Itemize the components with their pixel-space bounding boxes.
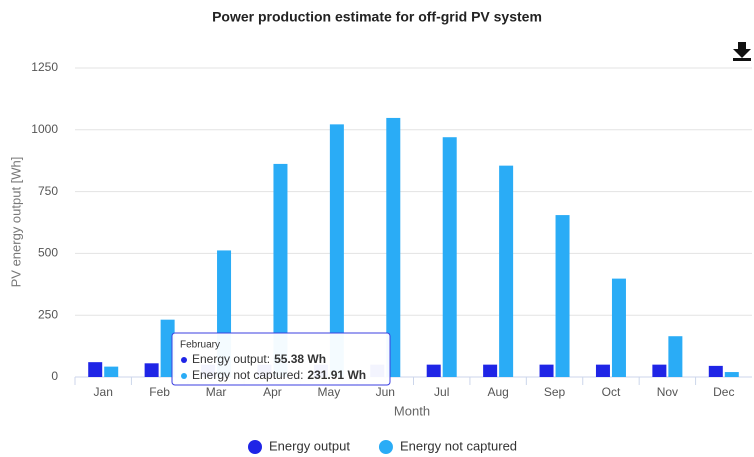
bar [595,364,610,377]
y-tick-label: 250 [38,307,58,321]
y-tick-label: 1000 [31,122,58,136]
tooltip-label: Energy output: [192,352,270,366]
legend-label: Energy output [269,438,350,453]
x-tick-label: Oct [602,385,621,399]
bar [329,124,344,377]
bar [104,366,119,377]
x-tick-label: Mar [206,385,227,399]
x-tick-label: Feb [149,385,170,399]
y-tick-label: 0 [51,369,58,383]
legend-marker [378,440,393,454]
x-tick-label: Apr [263,385,282,399]
bar [160,319,175,377]
tooltip-title: February [180,340,220,351]
tooltip-value: 231.91 Wh [307,368,366,382]
x-tick-label: Aug [487,385,508,399]
bar [708,365,723,377]
tooltip-marker [181,373,187,379]
bar [273,163,288,377]
legend-marker [248,440,262,454]
x-axis-label: Month [394,403,430,418]
bar [539,364,554,377]
x-tick-label: Dec [713,385,734,399]
tooltip-value: 55.38 Wh [274,352,326,366]
x-tick-label: Jul [434,385,449,399]
tooltip-box [171,332,391,386]
x-tick-label: Nov [657,385,678,399]
bar [144,363,159,377]
x-tick-label: May [318,385,341,399]
bar [386,117,401,378]
x-tick-label: Jan [94,385,113,399]
bar [555,215,570,377]
download-icon[interactable] [733,42,751,61]
legend-label: Energy not captured [400,438,517,453]
x-tick-label: Sep [544,385,566,399]
bar [611,278,626,377]
bar [483,364,498,377]
chart-title: Power production estimate for off-grid P… [212,9,542,25]
y-axis-label: PV energy output [Wh] [8,157,23,288]
y-tick-label: 500 [38,246,58,260]
bar [668,336,683,377]
tooltip-label: Energy not captured: [192,368,303,382]
tooltip-marker [181,357,187,363]
bar [499,165,514,377]
bar [426,364,441,377]
bar [724,372,739,377]
bar [88,362,103,377]
bar [442,137,457,377]
y-tick-label: 1250 [31,60,58,74]
bar [652,364,667,377]
x-tick-label: Jun [376,385,395,399]
y-tick-label: 750 [38,184,58,198]
